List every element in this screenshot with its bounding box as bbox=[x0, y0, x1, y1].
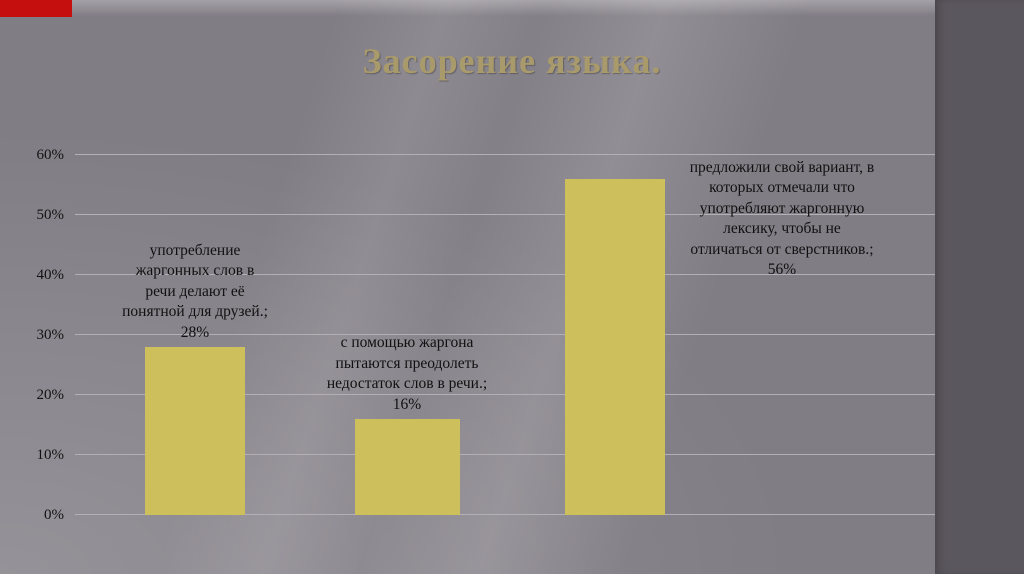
bar bbox=[145, 347, 245, 515]
y-tick-label: 50% bbox=[36, 207, 65, 224]
bar bbox=[355, 419, 460, 515]
gridline bbox=[75, 514, 935, 515]
y-tick-label: 60% bbox=[36, 147, 65, 163]
right-shadow-stripe bbox=[935, 0, 1024, 574]
gridline bbox=[75, 214, 935, 216]
gridline bbox=[75, 394, 935, 396]
y-axis: 0% 10% 20% 30% 40% 50% 60% bbox=[0, 147, 68, 523]
y-tick-label: 20% bbox=[36, 387, 65, 404]
data-label: употребление жаргонных слов в речи делаю… bbox=[122, 241, 268, 341]
plot-area: употребление жаргонных слов в речи делаю… bbox=[75, 154, 935, 515]
bar-chart: 0% 10% 20% 30% 40% 50% 60% употребление … bbox=[0, 147, 935, 523]
gridline bbox=[75, 454, 935, 455]
gridline bbox=[75, 274, 935, 275]
bar bbox=[565, 179, 665, 515]
data-label: предложили свой вариант, в которых отмеч… bbox=[689, 159, 875, 279]
y-tick-label: 10% bbox=[36, 447, 65, 463]
y-tick-label: 40% bbox=[36, 267, 65, 283]
y-tick-label: 30% bbox=[36, 327, 65, 343]
bar-group-jargon-friends: употребление жаргонных слов в речи делаю… bbox=[122, 155, 268, 515]
slide-title: Засорение языка. bbox=[362, 41, 662, 81]
y-tick-label: 0% bbox=[44, 507, 64, 523]
data-label: с помощью жаргона пытаются преодолеть не… bbox=[326, 334, 488, 413]
bar-group-own-variant: предложили свой вариант, в которых отмеч… bbox=[565, 155, 874, 515]
gridline bbox=[75, 334, 935, 335]
red-accent-bar bbox=[0, 0, 72, 17]
gridline bbox=[75, 154, 935, 155]
bar-group-jargon-lack-of-words: с помощью жаргона пытаются преодолеть не… bbox=[327, 155, 487, 515]
